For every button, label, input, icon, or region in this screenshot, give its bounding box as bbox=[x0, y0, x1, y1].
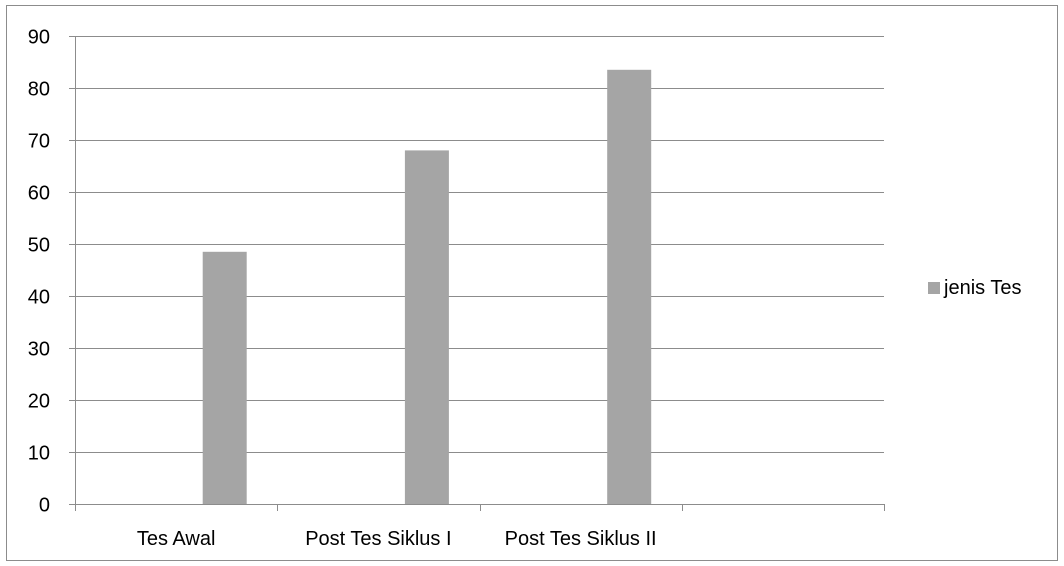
gridlines bbox=[75, 36, 884, 453]
y-tick-label-0: 0 bbox=[39, 495, 50, 517]
y-tick-label-20: 20 bbox=[28, 391, 50, 413]
y-tick-label-30: 30 bbox=[28, 339, 50, 361]
y-tick-label-10: 10 bbox=[28, 443, 50, 465]
bar-2 bbox=[404, 150, 449, 504]
y-tick-label-50: 50 bbox=[28, 235, 50, 257]
legend: jenis Tes bbox=[928, 277, 1021, 299]
y-tick-label-60: 60 bbox=[28, 183, 50, 205]
y-tick-label-90: 90 bbox=[28, 27, 50, 49]
x-axis: Tes Awal Post Tes Siklus I Post Tes Siklus… bbox=[75, 504, 885, 550]
bar-1 bbox=[202, 251, 247, 504]
bars bbox=[202, 69, 652, 505]
chart-frame bbox=[6, 5, 1058, 561]
y-tick-label-80: 80 bbox=[28, 79, 50, 101]
y-axis-ticks: 0 10 20 30 40 50 60 70 80 90 bbox=[28, 27, 76, 517]
x-tick-label-2: Post Tes Siklus I bbox=[305, 528, 451, 550]
bar-3 bbox=[607, 69, 652, 505]
x-tick-label-3: Post Tes Siklus II bbox=[505, 528, 657, 550]
legend-label: jenis Tes bbox=[943, 277, 1021, 299]
y-tick-label-40: 40 bbox=[28, 287, 50, 309]
legend-swatch bbox=[928, 282, 940, 294]
y-tick-label-70: 70 bbox=[28, 131, 50, 153]
x-tick-label-1: Tes Awal bbox=[137, 528, 216, 550]
